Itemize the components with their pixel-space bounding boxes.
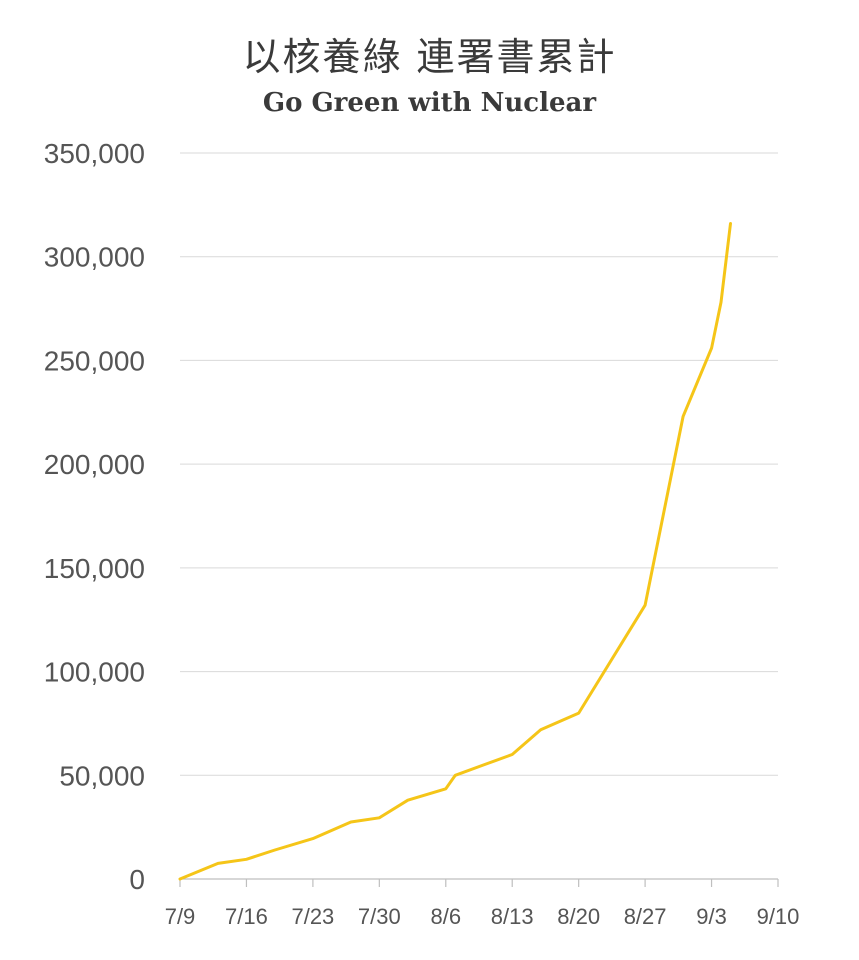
y-tick-label: 250,000 <box>44 345 145 376</box>
y-tick-label: 100,000 <box>44 657 145 688</box>
y-tick-label: 300,000 <box>44 242 145 273</box>
x-tick-label: 9/3 <box>696 904 727 929</box>
x-tick-label: 8/20 <box>557 904 600 929</box>
y-axis-ticks: 0 50,000 100,000 150,000 200,000 250,000 300,0… <box>44 138 145 895</box>
x-tick-label: 8/6 <box>430 904 461 929</box>
x-tick-label: 9/10 <box>757 904 800 929</box>
x-axis-ticks: 7/9 7/16 7/23 7/30 8/6 8/13 8/20 8/27 9/3 9/10 <box>165 879 800 929</box>
y-tick-label: 350,000 <box>44 138 145 169</box>
x-tick-label: 7/9 <box>165 904 196 929</box>
x-tick-label: 8/27 <box>624 904 667 929</box>
gridlines <box>180 152 778 776</box>
y-tick-label: 0 <box>129 864 145 895</box>
series-line <box>178 222 732 881</box>
series <box>178 222 732 881</box>
y-tick-label: 150,000 <box>44 553 145 584</box>
chart-title: 以核養綠 連署書累計 <box>242 35 617 79</box>
x-tick-label: 7/23 <box>291 904 334 929</box>
y-tick-label: 200,000 <box>44 449 145 480</box>
x-tick-label: 7/16 <box>225 904 268 929</box>
x-tick-label: 7/30 <box>358 904 401 929</box>
y-tick-label: 50,000 <box>59 760 145 791</box>
x-tick-label: 8/13 <box>491 904 534 929</box>
chart-subtitle: Go Green with Nuclear <box>262 88 597 118</box>
